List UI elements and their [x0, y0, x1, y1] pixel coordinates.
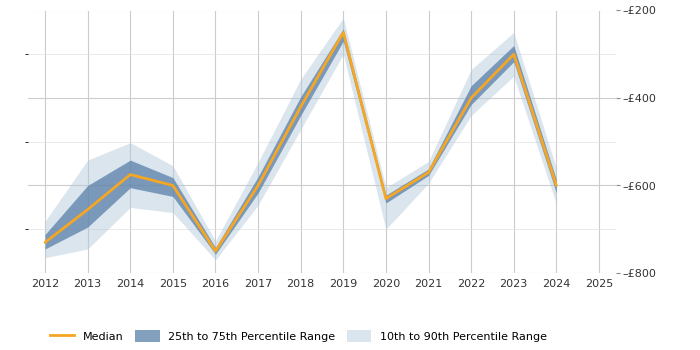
Legend: Median, 25th to 75th Percentile Range, 10th to 90th Percentile Range: Median, 25th to 75th Percentile Range, 1… [46, 326, 552, 346]
